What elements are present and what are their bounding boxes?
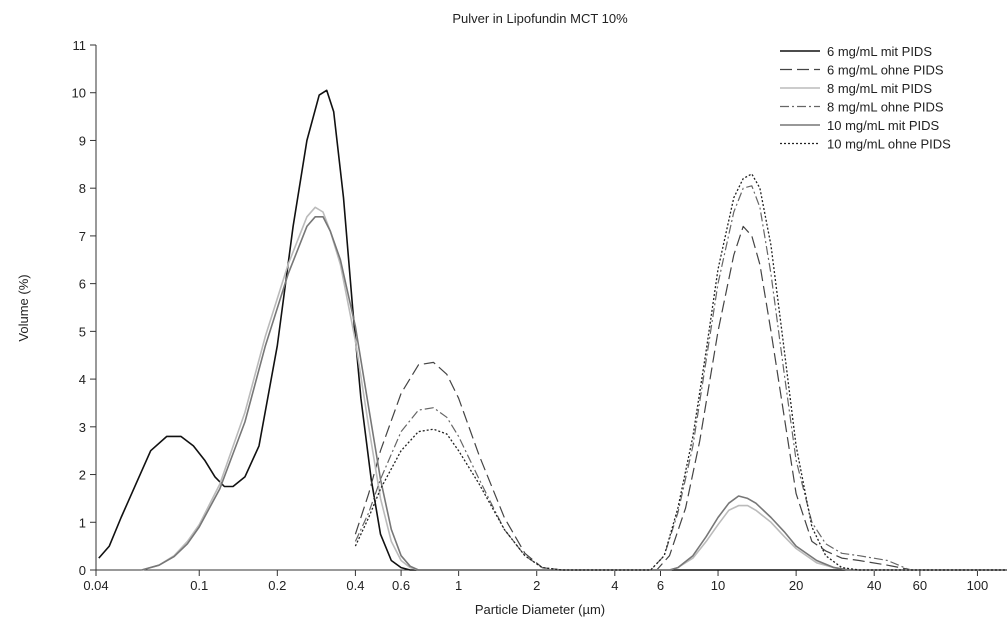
x-tick-label: 10: [711, 578, 725, 593]
series-line-5: [141, 216, 1007, 571]
y-tick-label: 10: [72, 86, 86, 101]
legend-label: 10 mg/mL ohne PIDS: [827, 137, 951, 152]
x-tick-label: 60: [913, 578, 927, 593]
y-tick-label: 5: [79, 324, 86, 339]
x-tick-label: 20: [789, 578, 803, 593]
series-line-3: [141, 206, 1007, 571]
x-tick-label: 0.4: [346, 578, 364, 593]
series-line-2: [354, 225, 1007, 571]
x-tick-label: 6: [657, 578, 664, 593]
legend-label: 6 mg/mL mit PIDS: [827, 44, 932, 59]
y-tick-label: 8: [79, 181, 86, 196]
x-tick-label: 0.2: [268, 578, 286, 593]
series-line-1: [98, 89, 1007, 571]
x-tick-label: 2: [533, 578, 540, 593]
series-line-6: [354, 173, 1007, 571]
series-lines: [98, 89, 1007, 571]
plot-area: 0 1 2 3 4 5 6 7 8 9 10 11 0.04 0.1 0.2 0.4 0.6 1 2 4 6 10 20 4…: [72, 38, 1007, 593]
legend: 6 mg/mL mit PIDS 6 mg/mL ohne PIDS 8 mg/mL…: [780, 44, 951, 152]
chart-title: Pulver in Lipofundin MCT 10%: [452, 11, 628, 26]
y-tick-label: 1: [79, 515, 86, 530]
x-tick-label: 1: [455, 578, 462, 593]
y-tick-label: 2: [79, 468, 86, 483]
x-tick-label: 0.04: [83, 578, 108, 593]
series-line-4: [354, 185, 1007, 571]
x-tick-label: 40: [867, 578, 881, 593]
legend-label: 8 mg/mL mit PIDS: [827, 81, 932, 96]
y-tick-label: 7: [79, 229, 86, 244]
y-ticks: 0 1 2 3 4 5 6 7 8 9 10 11: [72, 38, 96, 578]
y-axis-label: Volume (%): [16, 274, 31, 341]
x-tick-label: 100: [967, 578, 989, 593]
legend-label: 6 mg/mL ohne PIDS: [827, 63, 944, 78]
y-tick-label: 4: [79, 372, 86, 387]
x-axis-label: Particle Diameter (µm): [475, 602, 605, 617]
y-tick-label: 3: [79, 420, 86, 435]
x-tick-label: 0.6: [392, 578, 410, 593]
y-tick-label: 0: [79, 563, 86, 578]
x-tick-label: 0.1: [190, 578, 208, 593]
y-tick-label: 11: [73, 38, 87, 53]
legend-label: 10 mg/mL mit PIDS: [827, 118, 940, 133]
legend-label: 8 mg/mL ohne PIDS: [827, 100, 944, 115]
x-tick-label: 4: [611, 578, 618, 593]
x-ticks: 0.04 0.1 0.2 0.4 0.6 1 2 4 6 10 20 40 60 100: [83, 570, 988, 593]
y-tick-label: 6: [79, 277, 86, 292]
y-tick-label: 9: [79, 133, 86, 148]
